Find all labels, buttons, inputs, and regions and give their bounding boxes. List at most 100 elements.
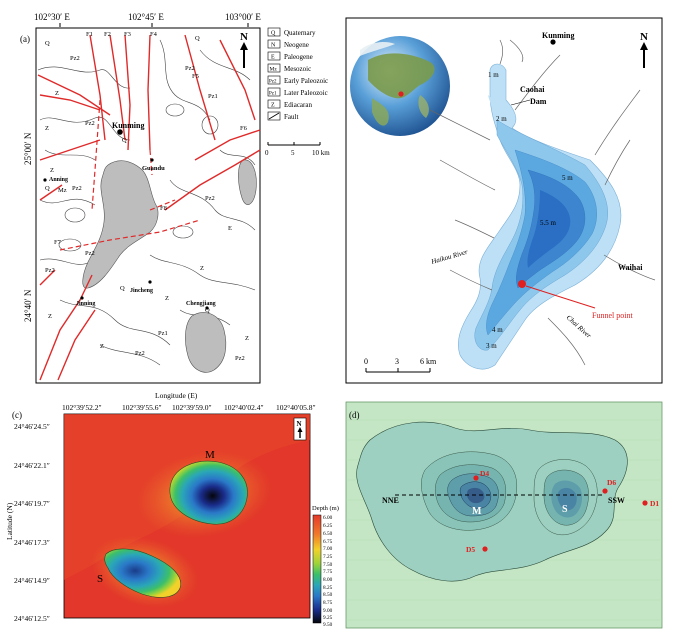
colorbar-tick: 8.50: [323, 592, 333, 598]
panel-c-label: (c): [12, 410, 22, 420]
legend-code: N: [271, 43, 276, 49]
funnel-point-marker: [518, 280, 526, 288]
panel-a-coord-2: 102°45′ E: [128, 12, 164, 22]
depth-5-5m: 5.5 m: [540, 219, 557, 227]
unit-label: Z: [100, 343, 104, 350]
panel-c-x-tick: 102°39′55.6″: [122, 403, 162, 412]
unit-label: Z: [45, 125, 49, 132]
panel-c-y-tick: 24°46′12.5″: [14, 614, 50, 623]
depth-5m: 5 m: [562, 174, 573, 182]
unit-label: Z: [165, 295, 169, 302]
legend-quaternary: Quaternary: [284, 29, 316, 37]
colorbar-tick: 8.00: [323, 577, 333, 583]
panel-a-coord-3: 103°00′ E: [225, 12, 261, 22]
pit-m-label: M: [205, 449, 215, 461]
scale-b-0: 0: [364, 357, 368, 366]
panel-a-coord-1: 102°30′ E: [34, 12, 70, 22]
colorbar-tick: 8.25: [323, 585, 333, 591]
colorbar: Depth (m) 6.00 6.25 6.50 6.75 7.00 7.25 …: [312, 505, 339, 628]
unit-label: Z: [200, 265, 204, 272]
panel-b: Kunming Caohai Dam Waihai 1 m 2 m 5 m 5.…: [345, 17, 663, 384]
place-kunming-b: Kunming: [542, 31, 574, 40]
unit-label: Pz2: [85, 250, 95, 257]
unit-label: Pz2: [185, 65, 195, 72]
scale-b-6: 6 km: [420, 357, 437, 366]
panel-c-y-tick: 24°46′17.3″: [14, 538, 50, 547]
east-lake: [238, 159, 257, 205]
legend-a: Q Quaternary N Neogene E Paleogene Mz Me…: [267, 27, 328, 121]
depth-3m: 3 m: [486, 342, 497, 350]
fault-f4: F4: [150, 31, 158, 38]
panel-c-y-title: Latitude (N): [5, 502, 14, 540]
legend-later-paleozoic: Later Paleozoic: [284, 89, 328, 97]
legend-early-paleozoic: Early Paleozoic: [284, 77, 328, 85]
place-jinning: Jinning: [76, 301, 95, 307]
panel-c-x-title: Longitude (E): [155, 391, 198, 400]
unit-label: Q: [122, 137, 127, 144]
unit-label: Pz2: [85, 120, 95, 127]
panel-a-label: (a): [20, 34, 30, 44]
depth-4m: 4 m: [492, 326, 503, 334]
unit-label: Z: [48, 313, 52, 320]
unit-label: Z: [50, 167, 54, 174]
feature-m-label: M: [472, 506, 482, 517]
pit-m: [169, 460, 248, 525]
scale-a-5: 5: [291, 149, 295, 157]
colorbar-tick: 7.50: [323, 562, 333, 568]
colorbar-tick: 8.75: [323, 600, 333, 606]
place-kunming: Kunming: [112, 121, 144, 130]
legend-code: Pz1: [269, 92, 277, 97]
pit-s: [104, 548, 181, 598]
panel-c-x-tick: 102°39′52.2″: [62, 403, 102, 412]
north-label-c: N: [297, 420, 302, 428]
panel-d-label: (d): [349, 410, 360, 420]
unit-label: Pz1: [208, 93, 218, 100]
colorbar-tick: 6.25: [323, 523, 333, 529]
panel-c-y-tick: 24°46′24.5″: [14, 422, 50, 431]
place-guandu: Guandu: [142, 165, 165, 172]
unit-label: Z: [55, 90, 59, 97]
north-label-b: N: [640, 31, 648, 43]
unit-label: Pz2: [45, 267, 55, 274]
fault-f5: F5: [192, 73, 199, 80]
colorbar-title: Depth (m): [312, 505, 339, 512]
colorbar-tick: 6.75: [323, 539, 333, 545]
panel-c-x-tick: 102°40′05.8″: [276, 403, 316, 412]
legend-paleogene: Paleogene: [284, 53, 313, 61]
legend-code: Q: [271, 31, 276, 37]
north-arrow-a: N: [240, 31, 248, 68]
place-jincheng: Jincheng: [130, 288, 153, 294]
legend-ediacaran: Ediacaran: [284, 101, 312, 109]
pit-s-label: S: [97, 573, 103, 585]
legend-neogene: Neogene: [284, 41, 309, 49]
unit-label: Pz2: [72, 185, 82, 192]
place-caohai: Caohai: [520, 85, 545, 94]
north-label-a: N: [240, 31, 248, 43]
panel-c: (c) Longitude (E) 102°39′52.2″ 102°39′55…: [5, 391, 339, 628]
funnel-leader: [525, 285, 596, 309]
scale-bar-b: 0 3 6 km: [364, 357, 437, 373]
unit-label: Q: [195, 35, 200, 42]
legend-code: E: [271, 55, 275, 61]
unit-label: Pz2: [70, 55, 80, 62]
panel-d: (d) NNE SSW M S D4 D5 D6 D1: [345, 401, 663, 629]
fault-lines: [37, 34, 261, 381]
panel-a-lat-1: 25°00′ N: [23, 132, 33, 165]
unit-label: Pz2: [235, 355, 245, 362]
fault-f6: F6: [240, 125, 248, 132]
unit-label: Pz2: [135, 350, 145, 357]
colorbar-tick: 9.25: [323, 615, 333, 621]
panel-c-y-tick: 24°46′19.7″: [14, 499, 50, 508]
legend-code: Pz2: [269, 80, 277, 85]
depth-1m: 1 m: [488, 71, 499, 79]
unit-label: Z: [245, 335, 249, 342]
colorbar-tick: 7.25: [323, 554, 333, 560]
unit-label: Pz1: [158, 330, 168, 337]
panel-a-lat-2: 24°40′ N: [23, 289, 33, 322]
panel-c-y-tick: 24°46′14.9″: [14, 576, 50, 585]
colorbar-tick: 7.75: [323, 569, 333, 575]
legend-code: Mz: [270, 67, 278, 73]
fault-f3: F3: [124, 31, 131, 38]
legend-code: Z: [271, 103, 275, 109]
